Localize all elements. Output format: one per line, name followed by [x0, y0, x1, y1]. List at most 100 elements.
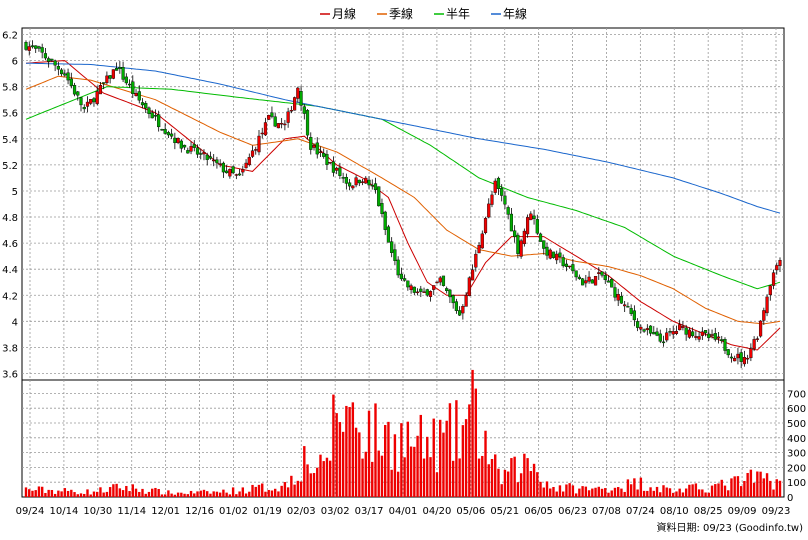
candle-body	[390, 241, 394, 253]
candle-body	[254, 149, 258, 151]
candle-body	[153, 115, 158, 117]
candle-body	[270, 112, 274, 117]
volume-bar	[89, 494, 92, 497]
candle-body	[474, 253, 478, 268]
candle-body	[273, 116, 277, 127]
price-tick-label: 4.2	[2, 291, 18, 302]
volume-bar	[675, 491, 678, 497]
volume-bar	[95, 491, 99, 497]
volume-bar	[283, 482, 287, 497]
candle-body	[186, 150, 190, 154]
candle-body	[195, 147, 200, 155]
date-tick-label: 07/24	[626, 506, 655, 517]
candle-body	[503, 195, 507, 205]
volume-bar	[778, 480, 782, 497]
volume-bar	[759, 471, 762, 497]
volume-tick-label: 400	[787, 434, 806, 445]
volume-bar	[218, 492, 222, 497]
volume-bar	[442, 432, 445, 497]
candle-body	[202, 152, 206, 155]
candle-body	[558, 252, 562, 257]
candle-body	[519, 240, 523, 257]
volume-bar	[183, 493, 186, 497]
candle-body	[312, 145, 316, 148]
volume-bar	[668, 488, 672, 497]
candle-body	[435, 281, 439, 284]
volume-bar	[536, 472, 539, 497]
source-footer: 資料日期: 09/23 (Goodinfo.tw)	[656, 521, 803, 534]
candle-body	[445, 288, 449, 292]
candle-body	[24, 42, 28, 50]
volume-bar	[610, 490, 613, 497]
volume-bar	[532, 463, 536, 497]
candle-body	[111, 69, 115, 79]
volume-bar	[241, 487, 245, 497]
candle-body	[72, 84, 77, 95]
candle-body	[687, 329, 691, 338]
candle-body	[296, 87, 300, 99]
volume-tick-label: 300	[787, 449, 806, 460]
volume-bar	[730, 478, 733, 497]
volume-bar	[251, 484, 254, 497]
volume-bar	[565, 484, 568, 497]
candle-body	[691, 331, 695, 337]
candle-body	[678, 324, 682, 331]
candle-body	[244, 162, 248, 169]
candle-body	[771, 272, 776, 286]
ma-season-line	[25, 75, 781, 325]
candle-body	[364, 177, 368, 184]
date-tick-label: 05/06	[456, 506, 485, 517]
volume-bar	[445, 420, 448, 497]
volume-bar	[519, 473, 523, 497]
volume-bar	[53, 493, 57, 497]
candle-body	[189, 146, 193, 152]
candle-body	[283, 123, 287, 126]
price-tick-label: 6	[12, 57, 18, 68]
volume-bar	[513, 456, 516, 497]
volume-bar	[587, 490, 591, 497]
volume-bar	[390, 469, 393, 497]
volume-bar	[99, 487, 102, 497]
candle-body	[247, 157, 251, 166]
candle-body	[373, 183, 378, 191]
volume-bar	[348, 407, 351, 497]
candle-body	[50, 58, 54, 61]
volume-bar	[384, 424, 387, 497]
volume-bar	[607, 492, 610, 497]
candle-body	[367, 179, 371, 186]
volume-bar	[351, 402, 355, 497]
candle-body	[386, 226, 391, 243]
candle-body	[496, 177, 501, 189]
candle-body	[76, 91, 80, 96]
candle-body	[134, 93, 138, 96]
candle-body	[603, 274, 607, 281]
candle-body	[561, 257, 565, 267]
candle-body	[736, 353, 740, 359]
volume-bar	[403, 457, 406, 497]
volume-bar	[57, 490, 60, 497]
candle-body	[587, 276, 591, 282]
candle-body	[703, 330, 708, 334]
volume-tick-label: 200	[787, 463, 806, 474]
candle-body	[163, 129, 167, 134]
candle-body	[629, 308, 633, 314]
candle-body	[131, 81, 135, 95]
date-tick-label: 09/24	[16, 506, 45, 517]
ma-month-line	[25, 60, 781, 351]
candle-body	[360, 181, 365, 183]
volume-bar	[516, 482, 520, 497]
candle-body	[574, 270, 578, 278]
candle-body	[47, 58, 51, 62]
candle-body	[231, 166, 235, 174]
candle-body	[535, 219, 539, 234]
candle-body	[157, 114, 161, 128]
candle-body	[37, 46, 41, 49]
candle-body	[778, 260, 782, 266]
candle-body	[302, 106, 306, 114]
volume-bar	[108, 487, 112, 497]
volume-bar	[118, 488, 122, 497]
volume-bar	[626, 479, 630, 497]
price-tick-label: 4.6	[2, 239, 18, 250]
candle-body	[590, 279, 594, 284]
volume-bar	[652, 490, 655, 497]
